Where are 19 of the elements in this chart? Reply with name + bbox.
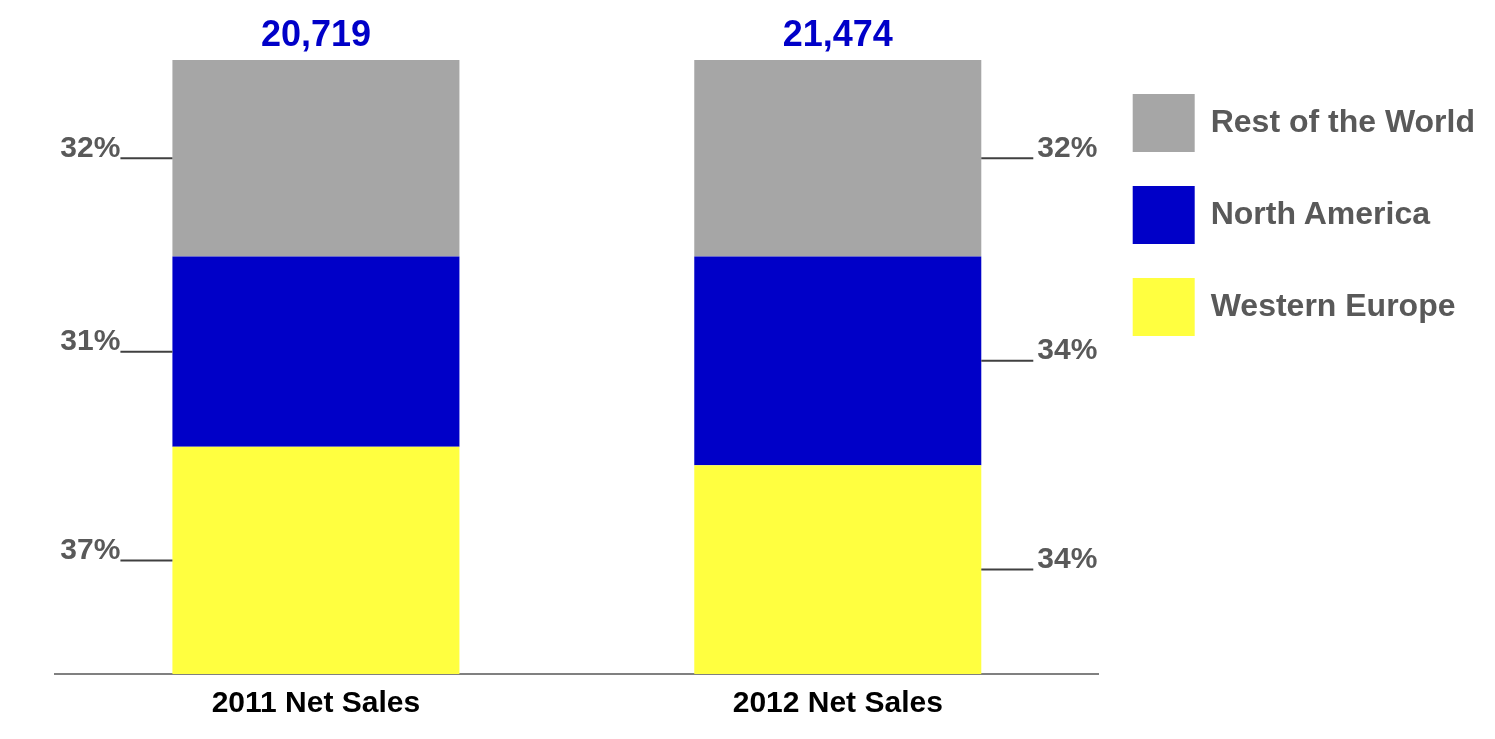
legend-label: Rest of the World: [1210, 102, 1475, 139]
data-label: 37%: [60, 531, 121, 565]
annotation: 20,719: [260, 12, 371, 54]
bar: [694, 60, 982, 257]
bar: [172, 256, 460, 447]
bar: [694, 465, 982, 674]
bar: [172, 446, 460, 674]
bar: [694, 256, 982, 466]
x-tick-label: 2012 Net Sales: [732, 685, 943, 719]
data-label: 32%: [60, 129, 121, 163]
data-label: 31%: [60, 322, 121, 356]
bar: [172, 60, 460, 257]
data-label: 34%: [1037, 540, 1098, 574]
data-label: 34%: [1037, 332, 1098, 366]
data-label: 32%: [1037, 129, 1098, 163]
legend-label: North America: [1210, 194, 1431, 231]
x-tick-label: 2011 Net Sales: [211, 685, 421, 719]
annotation: 21,474: [782, 12, 893, 54]
legend-label: Western Europe: [1210, 286, 1456, 323]
